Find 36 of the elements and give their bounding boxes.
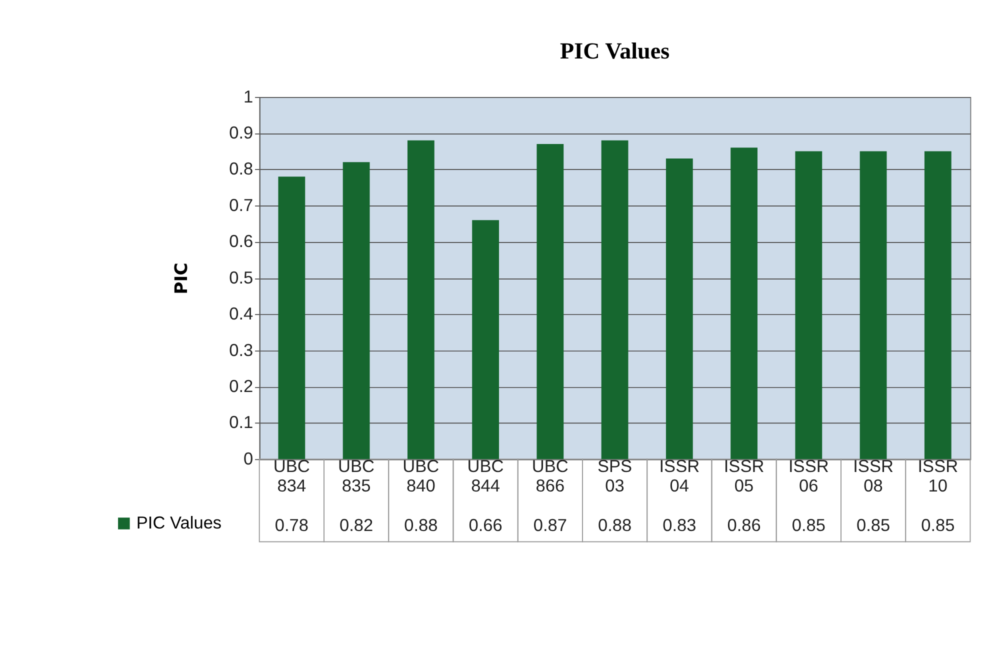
y-tick-label: 0.5 <box>229 267 254 288</box>
x-tick-label: UBC 866 <box>532 456 568 496</box>
x-tick-label: UBC 835 <box>338 456 375 496</box>
data-label: 0.85 <box>792 515 826 536</box>
data-label: 0.88 <box>598 515 632 536</box>
y-tick-label: 0.6 <box>229 231 254 252</box>
y-tick-label: 0.1 <box>229 412 254 432</box>
data-label: 0.86 <box>727 515 761 536</box>
y-tick-label: 0 <box>243 448 254 468</box>
data-label: 0.83 <box>662 515 696 536</box>
x-tick-label: ISSR 04 <box>659 456 700 496</box>
y-tick-label: 0.9 <box>229 122 254 142</box>
y-axis-title: PIC <box>172 262 192 294</box>
y-tick-label: 1 <box>243 86 254 106</box>
data-label: 0.85 <box>856 515 890 536</box>
legend-label: PIC Values <box>136 512 222 532</box>
data-label: 0.88 <box>404 515 438 536</box>
x-tick-label: UBC 844 <box>467 456 504 496</box>
data-label: 0.66 <box>468 515 502 536</box>
data-label: 0.78 <box>274 515 308 536</box>
x-tick-label: SPS 03 <box>597 456 632 496</box>
y-tick-label: 0.3 <box>229 340 254 360</box>
data-label: 0.82 <box>339 515 374 536</box>
x-tick-label: UBC 834 <box>273 456 310 496</box>
y-tick-label: 0.2 <box>229 376 254 396</box>
x-tick-label: ISSR 10 <box>918 456 958 496</box>
y-tick-label: 0.7 <box>229 194 254 215</box>
x-tick-label: ISSR 06 <box>788 456 829 496</box>
x-tick-label: UBC 840 <box>402 456 440 496</box>
x-tick-label: ISSR 05 <box>724 456 764 496</box>
chart-title: PIC Values <box>560 38 670 64</box>
data-label: 0.87 <box>533 515 567 536</box>
data-label: 0.85 <box>921 515 955 536</box>
y-tick-label: 0.4 <box>229 304 254 324</box>
y-tick-label: 0.8 <box>229 158 254 179</box>
x-tick-label: ISSR 08 <box>853 456 894 496</box>
